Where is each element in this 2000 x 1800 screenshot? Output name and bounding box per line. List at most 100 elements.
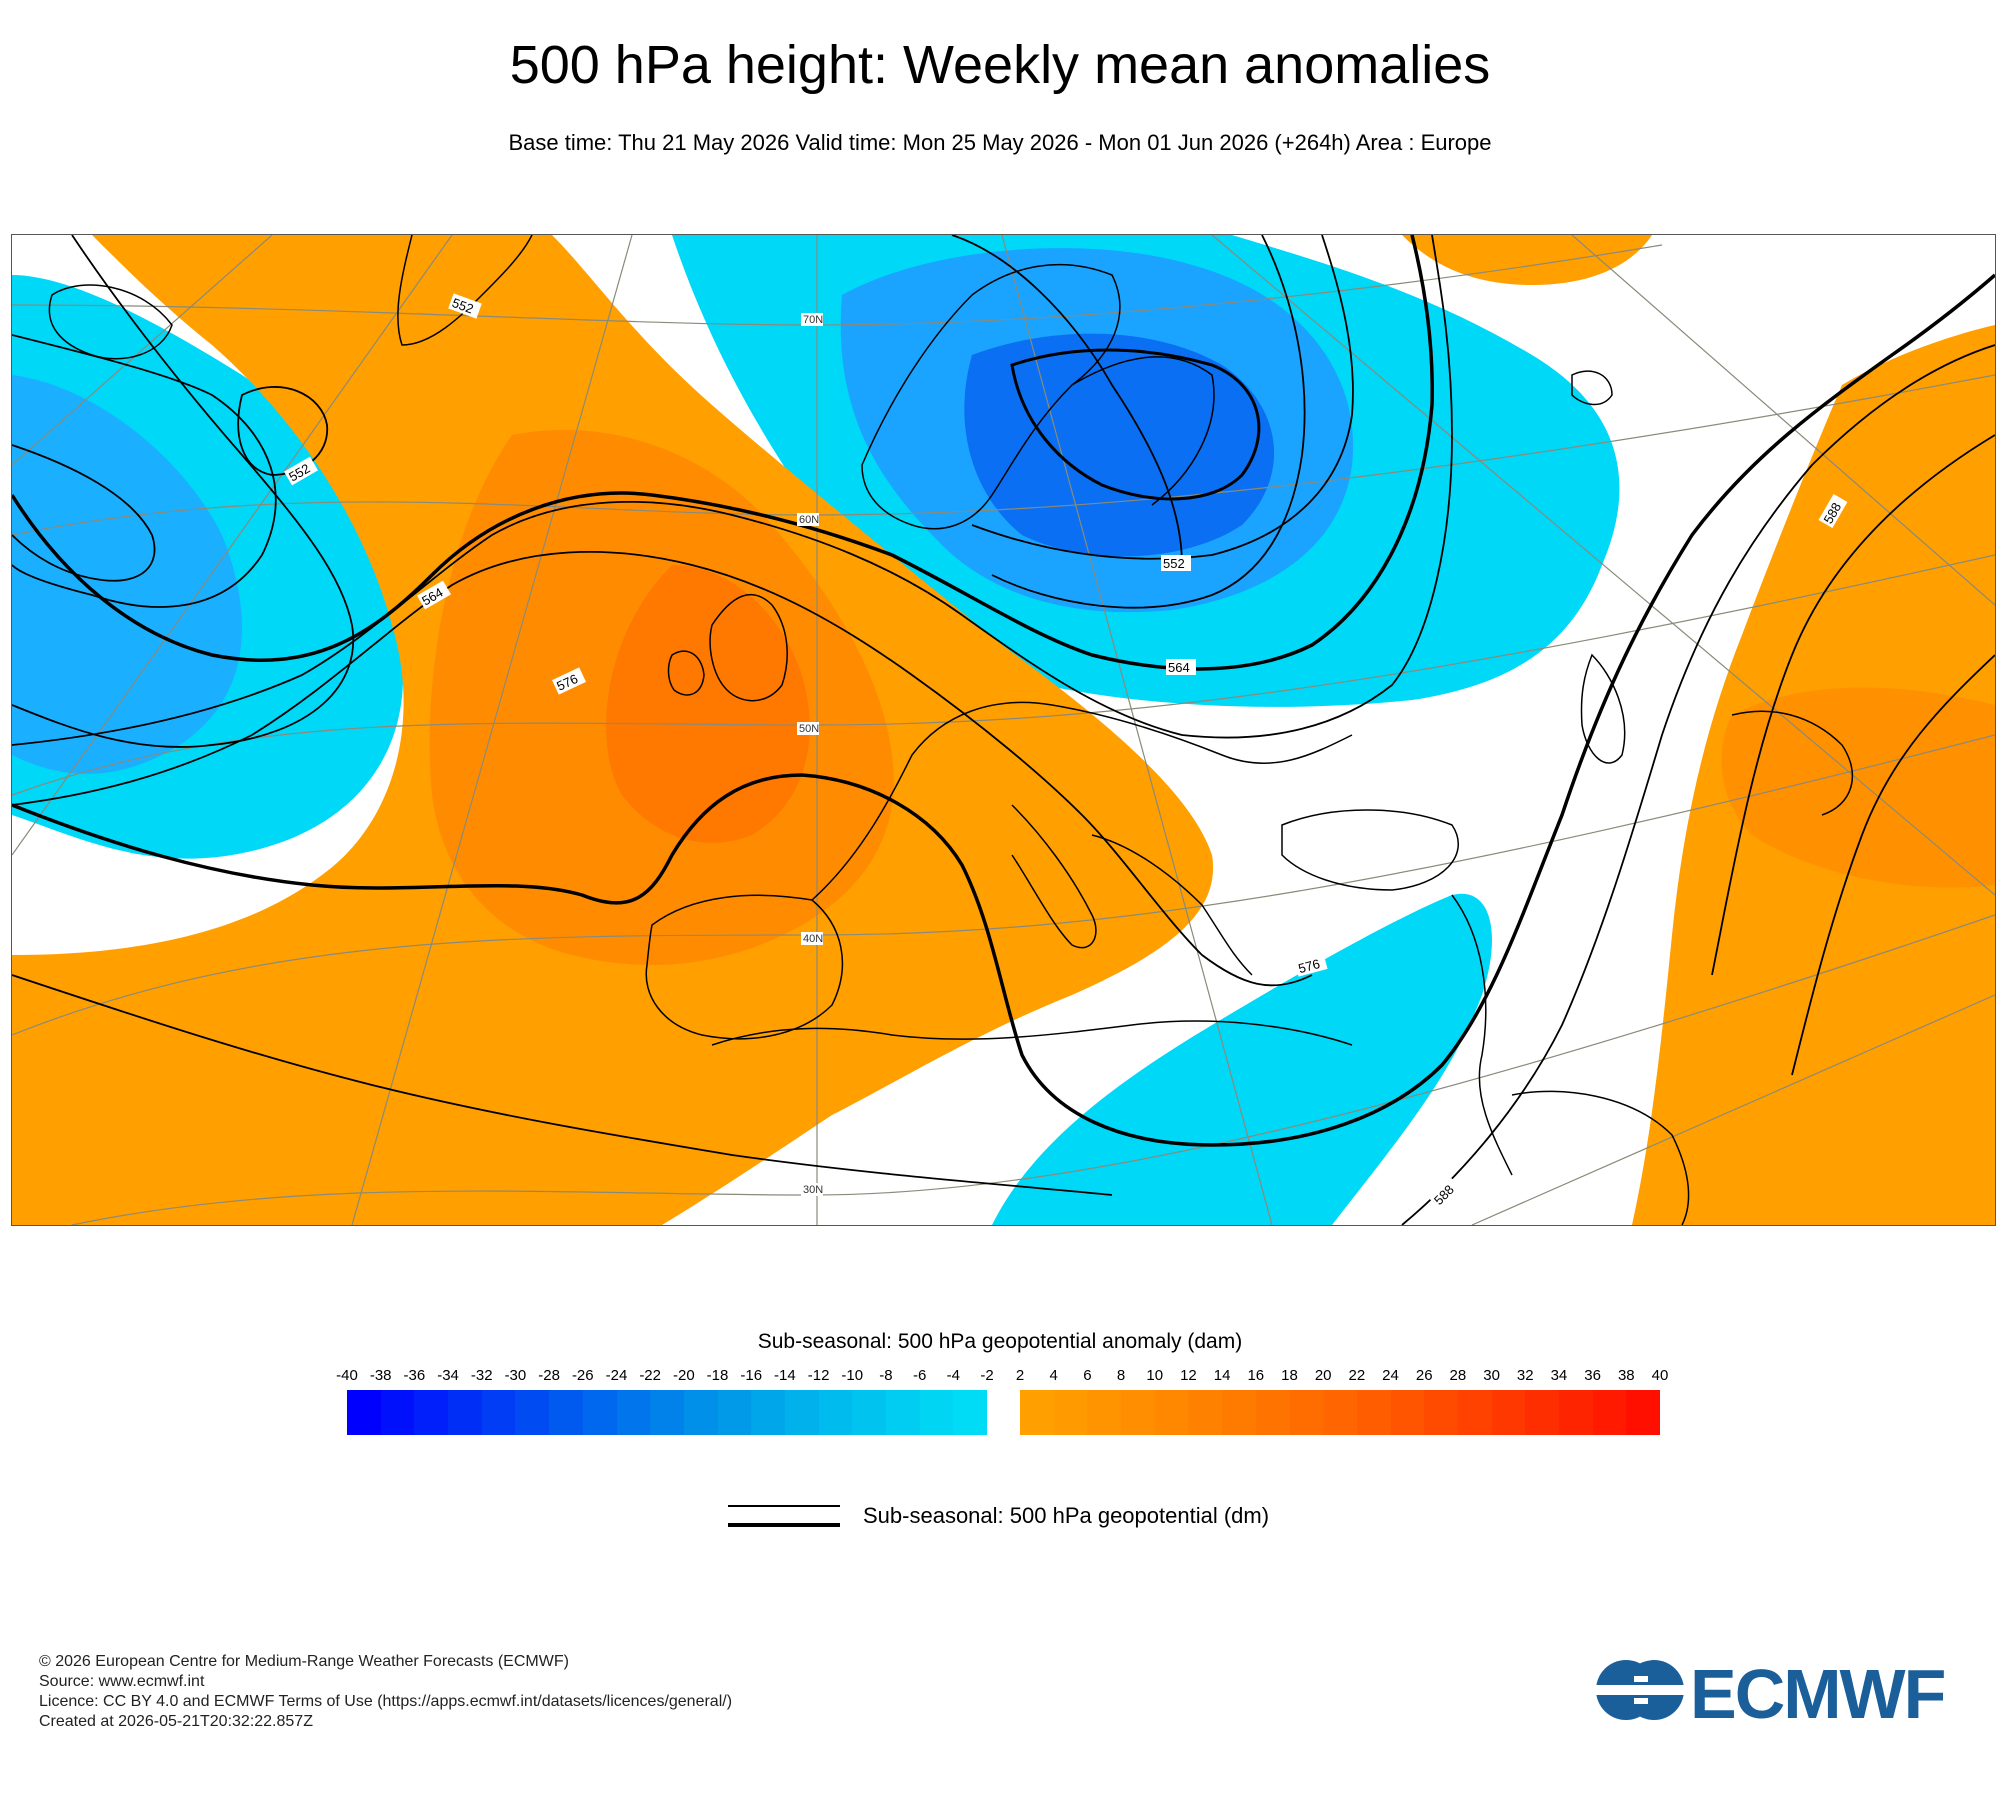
contour-label: 564 bbox=[1168, 660, 1190, 675]
colorbar-cell bbox=[784, 1390, 819, 1435]
mideast-coast bbox=[1451, 894, 1513, 1176]
arabian-peninsula bbox=[1511, 1090, 1690, 1225]
anomaly-northeast-high bbox=[1402, 235, 1652, 285]
colorbar-cell bbox=[1559, 1390, 1593, 1435]
positive-tick-label: 22 bbox=[1348, 1367, 1366, 1384]
contour-552-north bbox=[1010, 348, 1261, 501]
colorbar-cell bbox=[549, 1390, 583, 1435]
chart-title: 500 hPa height: Weekly mean anomalies bbox=[509, 35, 1491, 95]
positive-tick-label: 30 bbox=[1483, 1367, 1500, 1384]
colorbar-cell bbox=[1626, 1390, 1661, 1435]
negative-tick-label: -12 bbox=[807, 1367, 830, 1384]
footer-licence: Licence: CC BY 4.0 and ECMWF Terms of Us… bbox=[39, 1693, 733, 1710]
colorbar-cell bbox=[1255, 1390, 1290, 1435]
negative-tick-label: -22 bbox=[639, 1367, 661, 1384]
europe-mainland bbox=[811, 701, 1353, 901]
footer-created: Created at 2026-05-21T20:32:22.857Z bbox=[39, 1713, 313, 1730]
colorbar-cell bbox=[414, 1390, 449, 1435]
chart-subtitle: Base time: Thu 21 May 2026 Valid time: M… bbox=[508, 130, 1492, 155]
anomaly-north-low-core bbox=[964, 333, 1275, 557]
east-coast bbox=[1731, 710, 1853, 816]
contour-label: 552 bbox=[1163, 556, 1185, 571]
negative-tick-label: -10 bbox=[841, 1367, 864, 1384]
negative-tick-label: -6 bbox=[912, 1367, 927, 1384]
geopotential-contours bbox=[12, 235, 1995, 1225]
iceland-coast bbox=[48, 284, 173, 360]
ecmwf-logo: ECMWF bbox=[1594, 1655, 1970, 1733]
colorbar-cell bbox=[1020, 1390, 1054, 1435]
lat-label-30n: 30N bbox=[803, 1184, 823, 1196]
colorbar-cell bbox=[1323, 1390, 1357, 1435]
negative-tick-label: -20 bbox=[672, 1367, 695, 1384]
positive-tick-label: 16 bbox=[1247, 1367, 1265, 1384]
colorbar-cell bbox=[818, 1390, 853, 1435]
positive-tick-label: 36 bbox=[1584, 1367, 1601, 1384]
negative-tick-label: -26 bbox=[571, 1367, 594, 1384]
black-sea bbox=[1281, 809, 1459, 891]
colorbar-cell bbox=[751, 1390, 785, 1435]
colorbar-cell bbox=[1222, 1390, 1256, 1435]
colorbar-cell bbox=[1188, 1390, 1223, 1435]
footer-source: Source: www.ecmwf.int bbox=[39, 1673, 205, 1690]
anomaly-west-low-core bbox=[12, 375, 242, 774]
contour-588 bbox=[12, 974, 1113, 1196]
contour-label: 576 bbox=[1297, 956, 1322, 976]
coastlines bbox=[48, 235, 1853, 1225]
anomaly-fields bbox=[12, 235, 1995, 1225]
colorbar-cell bbox=[953, 1390, 988, 1435]
lat-label-60n: 60N bbox=[799, 514, 819, 526]
arctic-islands bbox=[1571, 370, 1613, 406]
caspian bbox=[1580, 653, 1626, 764]
lat-label-70n: 70N bbox=[803, 314, 823, 326]
positive-tick-label: 32 bbox=[1516, 1367, 1534, 1384]
colorbar-cell bbox=[1289, 1390, 1324, 1435]
lat-label-50n: 50N bbox=[799, 723, 819, 735]
colorbar-cell bbox=[481, 1390, 516, 1435]
positive-tick-label: 18 bbox=[1281, 1367, 1298, 1384]
colorbar-cell bbox=[717, 1390, 752, 1435]
map-panel: 70N 60N 50N 40N 30N 552 552 552 564 564 … bbox=[11, 234, 1996, 1226]
positive-tick-label: 26 bbox=[1415, 1367, 1433, 1384]
north-africa-coast bbox=[711, 1020, 1353, 1046]
colorbar-cell bbox=[919, 1390, 954, 1435]
negative-tick-label: -32 bbox=[470, 1367, 493, 1384]
colorbar-cell bbox=[650, 1390, 684, 1435]
colorbar-cell bbox=[347, 1390, 381, 1435]
negative-tick-label: -24 bbox=[605, 1367, 628, 1384]
colorbar-cell bbox=[380, 1390, 415, 1435]
colorbar-cell bbox=[582, 1390, 617, 1435]
negative-tick-label: -38 bbox=[369, 1367, 392, 1384]
colorbar-cell bbox=[1525, 1390, 1559, 1435]
negative-tick-label: -8 bbox=[879, 1367, 893, 1384]
ireland bbox=[667, 650, 705, 696]
contour-legend-label: Sub-seasonal: 500 hPa geopotential (dm) bbox=[863, 1503, 1270, 1528]
ecmwf-logo-text: ECMWF bbox=[1690, 1655, 1946, 1733]
finland-coast bbox=[1071, 356, 1215, 506]
negative-tick-label: -14 bbox=[774, 1367, 796, 1384]
contour-legend-thick-line bbox=[728, 1523, 840, 1527]
colorbar-cell bbox=[448, 1390, 482, 1435]
anomaly-southeast-low bbox=[992, 893, 1492, 1225]
colorbar-cell bbox=[1356, 1390, 1391, 1435]
positive-tick-label: 12 bbox=[1180, 1367, 1197, 1384]
negative-tick-label: -2 bbox=[980, 1367, 994, 1384]
colorbar-cell bbox=[1491, 1390, 1526, 1435]
greenland-coast bbox=[397, 235, 533, 346]
colorbar-negative bbox=[347, 1390, 988, 1435]
colorbar-positive bbox=[1020, 1390, 1661, 1435]
anomaly-europe-high-core bbox=[606, 565, 810, 843]
positive-tick-label: 6 bbox=[1083, 1367, 1092, 1384]
positive-tick-label: 34 bbox=[1550, 1367, 1568, 1384]
positive-tick-label: 4 bbox=[1049, 1367, 1058, 1384]
footer-copyright: © 2026 European Centre for Medium-Range … bbox=[39, 1653, 569, 1670]
balkans-coast bbox=[1091, 834, 1253, 976]
contour-legend-thin-line bbox=[728, 1505, 840, 1507]
contour-576 bbox=[12, 551, 1313, 987]
positive-tick-label: 2 bbox=[1015, 1367, 1025, 1384]
positive-tick-label: 24 bbox=[1382, 1367, 1399, 1384]
colorbar-cell bbox=[1087, 1390, 1122, 1435]
colorbar-cell bbox=[886, 1390, 920, 1435]
negative-tick-label: -18 bbox=[706, 1367, 729, 1384]
negative-tick-label: -30 bbox=[504, 1367, 527, 1384]
contour-564-west bbox=[12, 235, 1434, 671]
